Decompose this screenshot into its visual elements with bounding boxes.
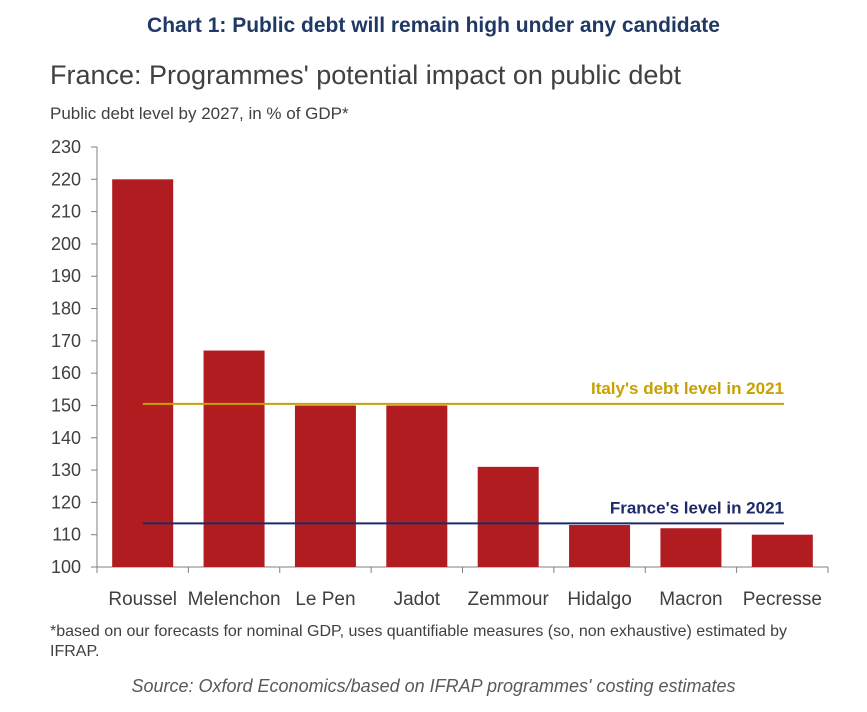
- bar-roussel: [112, 179, 174, 568]
- bar-zemmour: [477, 466, 539, 567]
- x-tick-label: Pecresse: [743, 589, 822, 610]
- y-tick-label: 230: [51, 137, 81, 157]
- y-tick-label: 190: [51, 266, 81, 286]
- y-tick-label: 200: [51, 234, 81, 254]
- reference-line-label: France's level in 2021: [610, 498, 784, 517]
- y-tick-label: 120: [51, 492, 81, 512]
- bar-jadot: [386, 405, 448, 567]
- y-tick-label: 170: [51, 331, 81, 351]
- bar-hidalgo: [569, 525, 631, 567]
- y-tick-label: 220: [51, 169, 81, 189]
- x-tick-label: Macron: [659, 589, 722, 610]
- y-tick-label: 180: [51, 299, 81, 319]
- y-tick-label: 150: [51, 395, 81, 415]
- y-axis-caption: Public debt level by 2027, in % of GDP*: [50, 104, 349, 123]
- chart-subtitle: France: Programmes' potential impact on …: [50, 60, 681, 90]
- x-tick-label: Le Pen: [295, 589, 355, 610]
- x-tick-label: Roussel: [108, 589, 177, 610]
- y-tick-label: 140: [51, 428, 81, 448]
- y-tick-label: 160: [51, 363, 81, 383]
- bar-le-pen: [294, 405, 356, 567]
- bar-pecresse: [751, 534, 813, 567]
- x-tick-label: Hidalgo: [567, 589, 631, 610]
- bar-macron: [660, 528, 722, 567]
- x-tick-label: Melenchon: [188, 589, 281, 610]
- y-tick-label: 100: [51, 557, 81, 577]
- x-tick-label: Jadot: [394, 589, 441, 610]
- y-tick-label: 130: [51, 460, 81, 480]
- y-tick-label: 210: [51, 202, 81, 222]
- bar-melenchon: [203, 350, 265, 567]
- source-note: Source: Oxford Economics/based on IFRAP …: [131, 676, 736, 696]
- chart-title: Chart 1: Public debt will remain high un…: [147, 14, 720, 37]
- bar-chart: 100 110 120 130 140 150 160 170 180 190 200 210 220 2…: [51, 137, 829, 610]
- footnote: *based on our forecasts for nominal GDP,…: [50, 623, 787, 660]
- x-tick-label: Zemmour: [468, 589, 550, 610]
- y-tick-label: 110: [52, 525, 81, 545]
- reference-line-label: Italy's debt level in 2021: [591, 379, 784, 398]
